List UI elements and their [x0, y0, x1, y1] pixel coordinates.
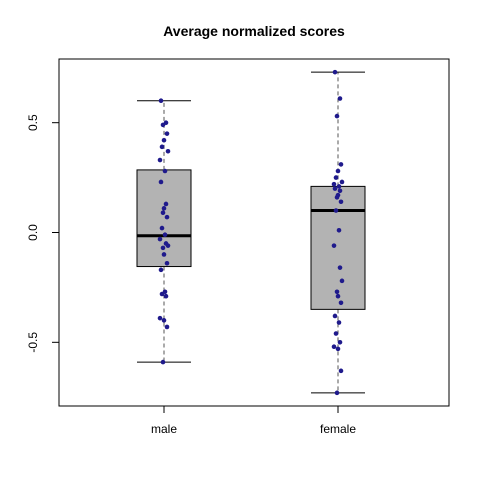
data-point [337, 265, 343, 270]
data-point [339, 179, 345, 185]
data-point [335, 293, 341, 299]
data-point [337, 340, 343, 345]
data-point [338, 199, 344, 205]
box-group-female [310, 69, 366, 396]
data-point [332, 313, 338, 319]
data-point [157, 315, 163, 321]
data-point [163, 201, 169, 207]
data-point [338, 300, 344, 306]
data-point [334, 113, 340, 119]
data-point [334, 289, 340, 295]
data-point [158, 179, 164, 185]
box-groups [136, 69, 366, 396]
data-point [332, 186, 338, 191]
data-point [331, 243, 337, 248]
data-point [164, 324, 170, 330]
data-point [336, 228, 342, 233]
data-point [157, 236, 163, 242]
data-point [161, 137, 167, 143]
data-point [333, 208, 339, 213]
data-point [159, 144, 165, 150]
data-point [336, 184, 342, 189]
data-point [334, 195, 340, 200]
y-tick-label: 0.0 [26, 224, 40, 241]
data-point [157, 157, 163, 163]
data-point [161, 318, 167, 323]
data-point [164, 131, 170, 136]
plot-frame [58, 58, 450, 407]
data-point [336, 320, 342, 325]
data-point [158, 98, 164, 104]
data-point [162, 168, 168, 174]
data-point [160, 210, 166, 216]
data-point [160, 245, 166, 251]
data-point [335, 168, 341, 174]
data-point [161, 252, 167, 257]
data-point [337, 188, 343, 194]
x-axis: male female [151, 405, 356, 436]
data-point [160, 122, 166, 128]
data-point [337, 96, 343, 101]
data-point [162, 232, 168, 237]
y-tick-label: 0.5 [26, 114, 40, 131]
x-tick-label: female [320, 422, 356, 436]
data-point [338, 368, 344, 374]
data-point [164, 260, 170, 266]
data-point [158, 267, 164, 273]
y-axis: -0.5 0.0 0.5 [26, 114, 60, 353]
data-point [165, 148, 171, 154]
data-point [164, 214, 170, 220]
data-point [334, 390, 340, 396]
data-point [165, 243, 171, 248]
data-point [339, 278, 345, 284]
data-point [335, 346, 341, 352]
data-point [338, 162, 344, 167]
data-point [331, 181, 337, 187]
x-tick-label: male [151, 422, 177, 436]
data-point [163, 293, 169, 299]
y-tick-label: -0.5 [26, 332, 40, 353]
data-point [331, 344, 337, 350]
data-point [333, 331, 339, 336]
chart-title: Average normalized scores [163, 23, 345, 39]
iqr-box [136, 169, 192, 268]
box-group-male [136, 98, 192, 365]
data-point [159, 225, 165, 231]
iqr-box [310, 185, 366, 310]
data-point [333, 175, 339, 180]
data-point [161, 206, 167, 211]
data-point [160, 359, 166, 365]
data-point [159, 291, 165, 297]
data-point [332, 69, 338, 75]
